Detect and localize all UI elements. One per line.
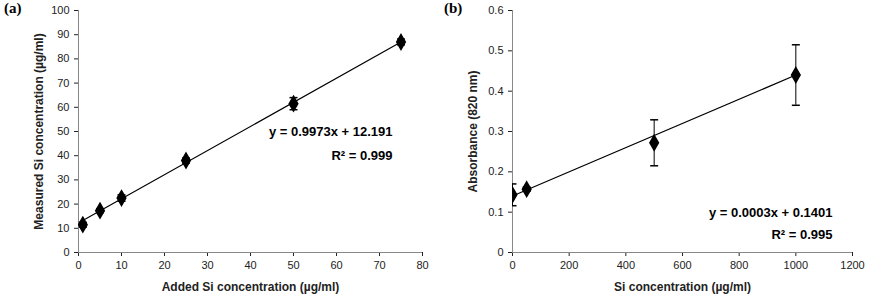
svg-text:70: 70 [373, 259, 385, 271]
svg-text:20: 20 [57, 198, 69, 210]
svg-text:20: 20 [158, 259, 170, 271]
svg-text:60: 60 [330, 259, 342, 271]
html-text:(b): (b) [444, 0, 463, 16]
svg-text:10: 10 [57, 222, 69, 234]
svg-text:0: 0 [75, 259, 81, 271]
svg-text:0: 0 [497, 246, 503, 258]
svg-text:0: 0 [509, 259, 515, 271]
svg-text:30: 30 [201, 259, 213, 271]
svg-text:Si concentration (µg/ml): Si concentration (µg/ml) [614, 280, 751, 294]
svg-text:0.5: 0.5 [488, 44, 503, 56]
svg-text:40: 40 [57, 149, 69, 161]
svg-text:1000: 1000 [784, 259, 808, 271]
html-text:(a): (a) [4, 0, 22, 16]
svg-text:y = 0.0003x + 0.1401: y = 0.0003x + 0.1401 [709, 205, 833, 220]
svg-text:30: 30 [57, 173, 69, 185]
svg-text:R² = 0.999: R² = 0.999 [331, 148, 392, 163]
svg-text:Absorbance (820 nm): Absorbance (820 nm) [466, 70, 480, 192]
svg-text:40: 40 [244, 259, 256, 271]
svg-text:100: 100 [51, 4, 69, 16]
svg-text:0.3: 0.3 [488, 125, 503, 137]
svg-text:200: 200 [560, 259, 578, 271]
svg-text:600: 600 [673, 259, 691, 271]
svg-text:Measured Si concentration (µg/: Measured Si concentration (µg/ml) [32, 33, 46, 229]
svg-text:70: 70 [57, 77, 69, 89]
svg-text:0.2: 0.2 [488, 165, 503, 177]
svg-text:400: 400 [617, 259, 635, 271]
svg-text:50: 50 [287, 259, 299, 271]
svg-text:60: 60 [57, 101, 69, 113]
svg-text:10: 10 [115, 259, 127, 271]
svg-text:0.6: 0.6 [488, 4, 503, 16]
svg-text:80: 80 [57, 52, 69, 64]
svg-text:0.1: 0.1 [488, 206, 503, 218]
svg-text:90: 90 [57, 28, 69, 40]
svg-text:1200: 1200 [840, 259, 864, 271]
svg-text:50: 50 [57, 125, 69, 137]
svg-text:0: 0 [63, 246, 69, 258]
svg-text:80: 80 [416, 259, 428, 271]
svg-text:0.4: 0.4 [488, 85, 503, 97]
svg-text:y = 0.9973x + 12.191: y = 0.9973x + 12.191 [269, 124, 393, 139]
svg-text:800: 800 [730, 259, 748, 271]
svg-text:Added Si concentration (µg/ml): Added Si concentration (µg/ml) [162, 280, 340, 294]
svg-text:R² = 0.995: R² = 0.995 [771, 227, 832, 242]
